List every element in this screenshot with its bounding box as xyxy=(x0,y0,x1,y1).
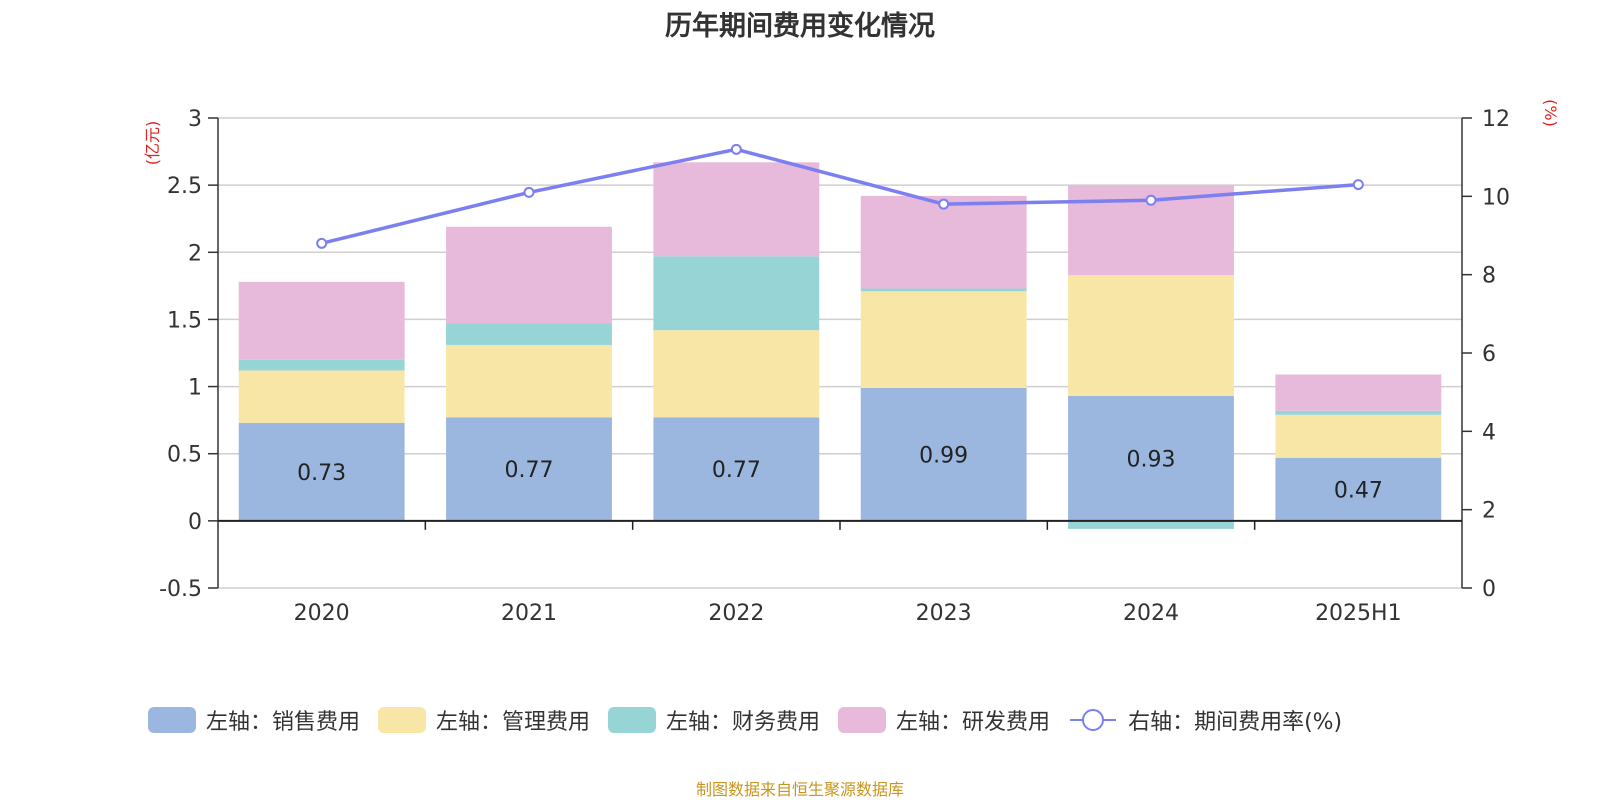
right-axis-tick-label: 6 xyxy=(1482,342,1496,367)
legend-label: 右轴：期间费用率(%) xyxy=(1128,710,1343,735)
legend-item[interactable]: 左轴：财务费用 xyxy=(608,704,820,736)
x-axis-category-label: 2021 xyxy=(501,601,557,626)
left-axis-tick-label: 2 xyxy=(188,241,202,266)
bar-2024-series-1 xyxy=(1068,275,1234,396)
bar-2023-series-3 xyxy=(860,195,1027,289)
x-axis-category-label: 2024 xyxy=(1123,601,1179,626)
right-axis-tick-label: 0 xyxy=(1482,577,1496,602)
bar-2023-series-0 xyxy=(860,387,1027,521)
chart-title: 历年期间费用变化情况 xyxy=(665,11,935,42)
left-axis-tick-label: 0.5 xyxy=(167,443,202,468)
bar-2020-series-0 xyxy=(238,422,405,521)
x-axis-category-label: 2023 xyxy=(916,601,972,626)
legend: 左轴：销售费用 左轴：管理费用 左轴：财务费用 左轴：研发费用 右轴：期间费用率(%) xyxy=(148,700,1360,740)
bars xyxy=(238,162,1442,529)
bar-2020-series-1 xyxy=(238,370,405,423)
legend-line-marker-icon xyxy=(1070,709,1117,731)
left-axis-tick-label: -0.5 xyxy=(159,577,202,602)
x-axis-category-label: 2025H1 xyxy=(1315,601,1402,626)
left-axis-tick-label: 1.5 xyxy=(167,308,202,333)
x-axis-category-label: 2020 xyxy=(294,601,350,626)
legend-label: 左轴：研发费用 xyxy=(896,710,1051,735)
bar-2025H1-series-1 xyxy=(1275,414,1442,458)
left-axis-tick-label: 3 xyxy=(188,107,202,132)
bar-2025H1-series-3 xyxy=(1275,374,1442,411)
bar-value-label: 0.77 xyxy=(505,458,554,483)
bar-2024-series-2 xyxy=(1068,520,1234,529)
axes: -0.5 0 0.5 1 1.5 2 2.5 3 0 2 4 6 8 10 12 2020 2021 2022 20… xyxy=(159,107,1510,626)
legend-item[interactable]: 左轴：销售费用 xyxy=(148,704,360,736)
bar-2021-series-3 xyxy=(446,226,612,324)
legend-swatch xyxy=(608,707,657,733)
bar-2023-series-2 xyxy=(860,288,1027,292)
legend-item[interactable]: 左轴：研发费用 xyxy=(838,704,1050,736)
rate-point xyxy=(316,237,328,249)
legend-label: 左轴：销售费用 xyxy=(206,710,361,735)
legend-label: 左轴：管理费用 xyxy=(436,710,591,735)
left-axis-tick-label: 0 xyxy=(188,510,202,535)
rate-point xyxy=(1352,179,1364,191)
legend-item[interactable]: 右轴：期间费用率(%) xyxy=(1068,704,1342,736)
bar-2022-series-0 xyxy=(653,417,820,521)
bar-value-label: 0.77 xyxy=(712,458,761,483)
right-axis-unit: (%) xyxy=(1541,99,1560,127)
gridlines xyxy=(218,117,1462,589)
source-note: 制图数据来自恒生聚源数据库 xyxy=(695,780,904,799)
legend-item[interactable]: 左轴：管理费用 xyxy=(378,704,590,736)
legend-swatch xyxy=(378,707,427,733)
legend-label: 左轴：财务费用 xyxy=(666,710,821,735)
bar-2021-series-2 xyxy=(446,323,612,345)
rate-line xyxy=(316,143,1364,249)
bar-2022-series-2 xyxy=(653,256,820,331)
left-axis-unit: (亿元) xyxy=(143,121,162,166)
bar-value-label: 0.99 xyxy=(919,443,968,468)
legend-swatch xyxy=(838,707,887,733)
bar-2024-series-0 xyxy=(1068,395,1234,521)
x-axis-category-label: 2022 xyxy=(708,601,764,626)
bar-2025H1-series-0 xyxy=(1275,457,1442,521)
data-labels: 0.73 0.77 0.77 0.99 0.93 0.47 xyxy=(297,443,1383,503)
rate-point xyxy=(523,186,535,198)
rate-point xyxy=(730,143,742,155)
bar-2021-series-1 xyxy=(446,344,612,418)
left-axis-tick-label: 1 xyxy=(188,376,202,401)
right-axis-tick-label: 4 xyxy=(1482,420,1496,445)
legend-swatch xyxy=(148,707,196,733)
right-axis-tick-label: 8 xyxy=(1482,264,1496,289)
bar-value-label: 0.93 xyxy=(1127,447,1176,472)
rate-point xyxy=(1145,194,1157,206)
bar-value-label: 0.73 xyxy=(297,461,346,486)
bar-2022-series-3 xyxy=(653,162,820,257)
right-axis-tick-label: 10 xyxy=(1482,185,1510,210)
right-axis-tick-label: 12 xyxy=(1482,107,1510,132)
rate-line-path xyxy=(321,147,1359,246)
right-axis-tick-label: 2 xyxy=(1482,499,1496,524)
rate-point xyxy=(938,198,950,210)
left-axis-tick-label: 2.5 xyxy=(167,174,202,199)
bar-2020-series-2 xyxy=(238,359,405,371)
bar-2023-series-1 xyxy=(860,291,1027,388)
bar-2021-series-0 xyxy=(446,417,612,521)
bar-value-label: 0.47 xyxy=(1334,478,1383,503)
bar-2022-series-1 xyxy=(653,330,820,418)
bar-2025H1-series-2 xyxy=(1275,410,1442,415)
bar-2020-series-3 xyxy=(238,281,405,360)
